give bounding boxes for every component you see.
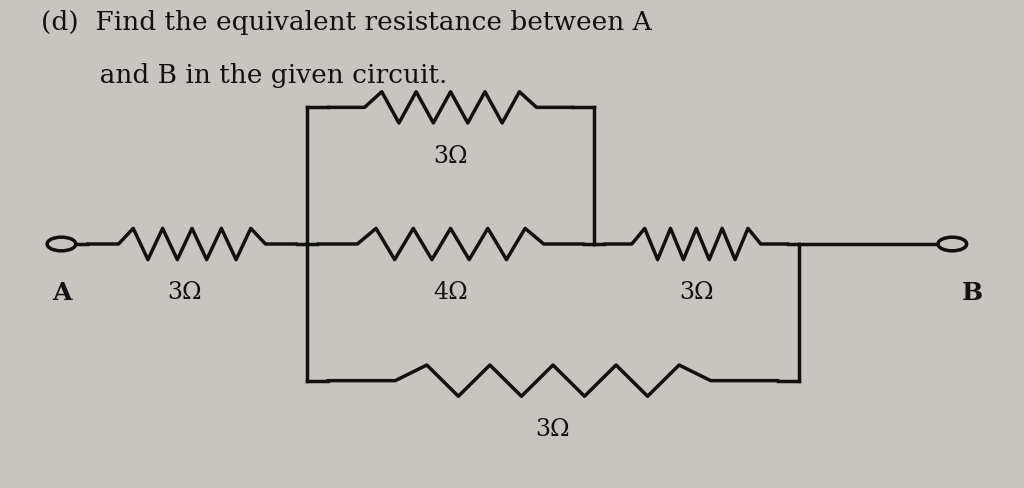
- Text: B: B: [963, 281, 983, 305]
- Circle shape: [47, 237, 76, 251]
- Text: 3Ω: 3Ω: [433, 144, 468, 168]
- Text: 3Ω: 3Ω: [167, 281, 202, 305]
- Text: and B in the given circuit.: and B in the given circuit.: [41, 63, 447, 88]
- Text: 3Ω: 3Ω: [679, 281, 714, 305]
- Circle shape: [938, 237, 967, 251]
- Text: 4Ω: 4Ω: [433, 281, 468, 305]
- Text: A: A: [51, 281, 72, 305]
- Text: (d)  Find the equivalent resistance between A: (d) Find the equivalent resistance betwe…: [41, 10, 651, 35]
- Text: 3Ω: 3Ω: [536, 418, 570, 441]
